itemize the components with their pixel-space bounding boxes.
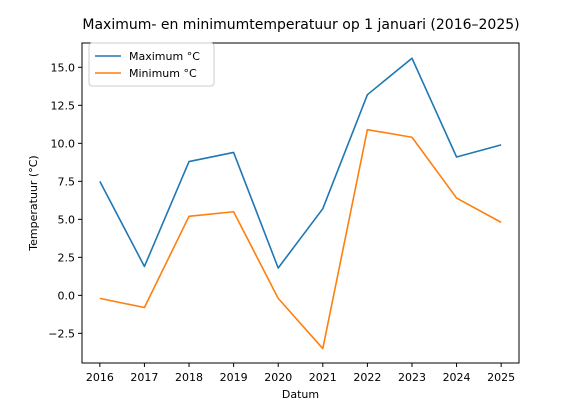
x-tick-label: 2025 [487,371,515,384]
y-tick-label: 10.0 [51,137,76,150]
x-tick-label: 2021 [309,371,337,384]
y-axis-label: Temperatuur (°C) [27,155,40,251]
series-layer [99,57,502,350]
x-tick-label: 2019 [220,371,248,384]
x-tick-label: 2022 [353,371,381,384]
plot-background [82,43,519,363]
y-tick-label: 5.0 [58,213,76,226]
series-line-minimum [99,128,502,350]
legend-frame [88,42,215,87]
plot-area [81,42,520,364]
legend-label: Maximum °C [129,50,200,63]
legend-label: Minimum °C [129,67,197,80]
x-tick-label: 2020 [264,371,292,384]
legend: Maximum °C Minimum °C [88,42,215,87]
chart-title: Maximum- en minimumtemperatuur op 1 janu… [82,17,519,33]
x-tick-label: 2018 [175,371,203,384]
x-tick-label: 2024 [443,371,471,384]
y-tick-label: 7.5 [58,175,76,188]
y-tick-label: 0.0 [58,289,76,302]
y-tick-label: 15.0 [51,61,76,74]
series-line-maximum [99,57,502,269]
x-tick-label: 2017 [130,371,158,384]
y-tick-label: −2.5 [48,327,75,340]
axes-frame [81,42,520,364]
x-tick-label: 2016 [86,371,114,384]
x-axis-label: Datum [282,388,319,401]
y-axis: −2.5 0.0 2.5 5.0 7.5 10.0 12.5 15.0 [48,61,82,340]
x-axis: 2016 2017 2018 2019 2020 2021 2022 2023 2024 2025 [86,363,515,384]
y-tick-label: 12.5 [51,99,76,112]
x-tick-label: 2023 [398,371,426,384]
legend-items: Maximum °C Minimum °C [95,50,200,80]
y-tick-label: 2.5 [58,251,76,264]
